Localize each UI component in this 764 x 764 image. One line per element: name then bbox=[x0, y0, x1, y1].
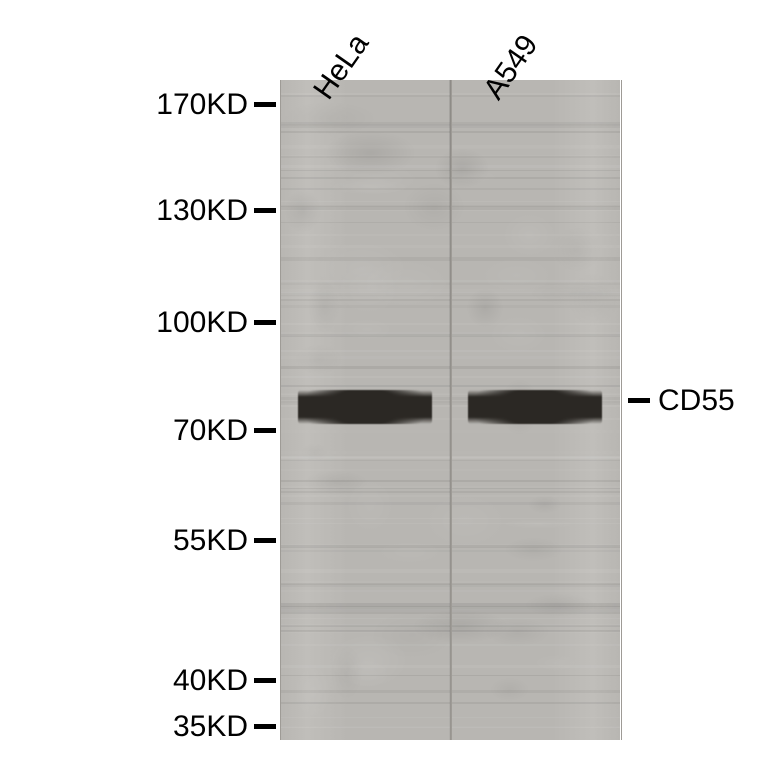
pointer-tick-cd55 bbox=[628, 398, 650, 403]
ladder-tick-170kd bbox=[254, 102, 276, 107]
pointer-label-cd55: CD55 bbox=[658, 384, 735, 418]
ladder-label-40kd: 40KD bbox=[173, 664, 248, 698]
blot-figure: HeLaA549170KD130KD100KD70KD55KD40KD35KDC… bbox=[0, 0, 764, 764]
ladder-label-100kd: 100KD bbox=[156, 306, 248, 340]
band-a549 bbox=[468, 390, 602, 424]
ladder-tick-40kd bbox=[254, 678, 276, 683]
ladder-tick-130kd bbox=[254, 208, 276, 213]
ladder-tick-35kd bbox=[254, 724, 276, 729]
ladder-label-70kd: 70KD bbox=[173, 414, 248, 448]
ladder-tick-55kd bbox=[254, 538, 276, 543]
ladder-label-170kd: 170KD bbox=[156, 88, 248, 122]
ladder-label-55kd: 55KD bbox=[173, 524, 248, 558]
lane-divider bbox=[449, 80, 451, 740]
band-hela bbox=[298, 390, 432, 424]
ladder-tick-70kd bbox=[254, 428, 276, 433]
ladder-label-130kd: 130KD bbox=[156, 194, 248, 228]
ladder-tick-100kd bbox=[254, 320, 276, 325]
ladder-label-35kd: 35KD bbox=[173, 710, 248, 744]
